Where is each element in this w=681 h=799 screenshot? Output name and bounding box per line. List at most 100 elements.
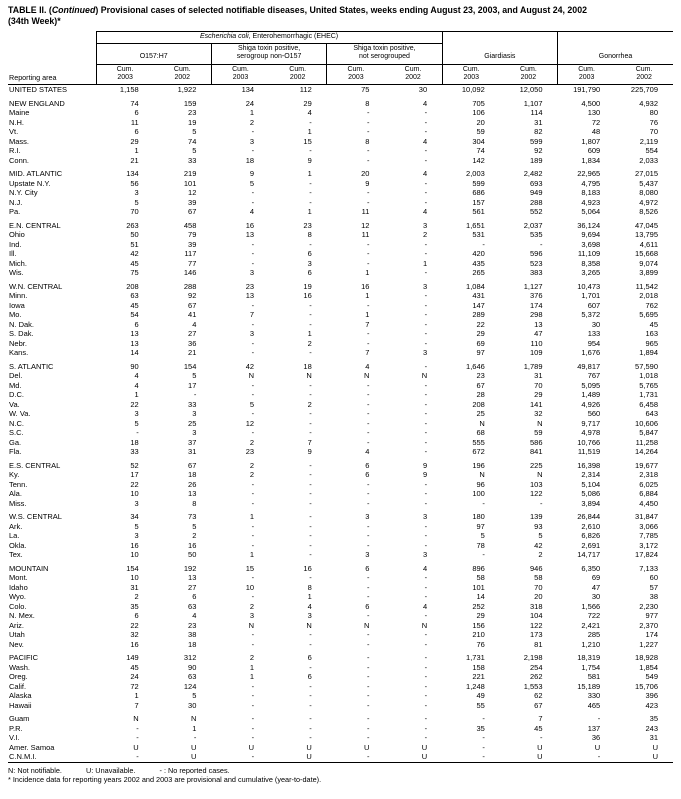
value-cell: - [424,662,428,672]
value-cell: 7 [538,714,543,724]
value-cell: 6,826 [581,531,601,541]
value-cell: - [366,714,370,724]
value-cell: 1 [365,291,370,301]
value-cell: 157 [472,197,485,207]
value-cell: 208 [472,399,485,409]
reporting-area-cell: N.C. [9,418,24,428]
title-text: TABLE II. ( [8,5,52,15]
value-cell: 12,050 [519,85,543,95]
reporting-area-cell: W.N. CENTRAL [9,281,63,291]
value-cell: 1,807 [581,136,601,146]
table-row: Del. 4 5 N N N N 23 31 767 1,018 [8,371,673,381]
value-cell: 9,694 [581,230,601,240]
reporting-area-cell: Amer. Samoa [9,742,55,752]
value-cell: 208 [126,281,139,291]
reporting-area-cell: Guam [9,714,30,724]
value-cell: 174 [530,300,543,310]
value-cell: 7 [365,348,370,358]
value-cell: 1 [134,390,139,400]
value-cell: 189 [530,155,543,165]
table-row: S.C. - 3 - - - - 68 59 4,978 5,847 [8,428,673,438]
footnote-incidence: * Incidence data for reporting years 200… [8,775,322,785]
reporting-area-cell: Calif. [9,681,27,691]
value-cell: - [251,681,255,691]
value-cell: 3,172 [639,540,658,550]
table-row: Ohio 50 79 13 8 11 2 531 535 9,694 13,795 [8,230,673,240]
value-cell: 1,489 [581,390,601,400]
value-cell: 10,473 [577,281,601,291]
value-cell: - [366,531,370,541]
table-row: S. ATLANTIC 90 154 42 18 4 - 1,646 1,789 49,817 57… [8,358,673,372]
reporting-area-cell: Utah [9,630,25,640]
value-cell: 8 [307,230,312,240]
value-cell: 1 [249,672,255,682]
value-cell: 12 [245,418,255,428]
value-cell: 11 [130,117,139,127]
table-row: Conn. 21 33 18 9- -142 189 1,834 2,033 [8,156,673,166]
value-cell: 26 [188,479,197,489]
value-cell: 97 [476,521,485,531]
value-cell: - [424,127,428,137]
value-cell: 965 [645,338,658,348]
value-cell: - [309,512,312,522]
value-cell: 45 [130,300,139,310]
value-cell: 3,265 [581,268,601,278]
value-cell: 55 [476,700,485,710]
value-cell: - [424,178,428,188]
value-cell: 8 [365,136,370,146]
value-cell: 4 [307,108,312,118]
value-cell: 435 [472,258,485,268]
value-cell: 124 [183,681,197,691]
value-cell: - [193,733,197,743]
value-cell: 13,795 [635,230,658,240]
value-cell: 16 [303,563,312,573]
table-row: Nebr. 13 36 - 2 - - 69 110 954 965 [8,339,673,349]
reporting-area-cell: Ga. [9,437,22,447]
reporting-area-cell: V.I. [9,733,20,743]
reporting-area-cell: Kans. [9,348,29,358]
value-cell: 35 [476,723,485,733]
value-cell: 7 [134,700,139,710]
value-cell: 103 [530,479,543,489]
value-cell: 47 [591,582,601,592]
value-cell: 1,553 [523,681,543,691]
value-cell: - [193,390,197,400]
value-cell: - [136,428,139,438]
value-cell: 6 [134,319,139,329]
value-cell: 63 [130,291,139,301]
reporting-area-cell: NEW ENGLAND [9,98,65,108]
value-cell: 5 [480,531,485,541]
value-cell: - [251,258,255,268]
table-row: Mich. 45 77 - 3 - 1 435 523 8,358 9,074 [8,259,673,269]
value-cell: 77 [188,258,197,268]
value-cell: - [309,498,312,508]
value-cell: 7,785 [639,531,658,541]
value-cell: 946 [530,563,543,573]
value-cell: 70 [534,582,543,592]
value-cell: 63 [188,601,197,611]
table-row: Ariz. 22 23 N N N N 156 122 2,421 2,370 [8,621,673,631]
value-cell: 48 [591,127,601,137]
value-cell: 36 [188,338,197,348]
shiga-not-serogrouped-header: Shiga toxin positive, not serogrouped [326,43,443,65]
value-cell: 1,227 [639,639,658,649]
value-cell: 396 [645,691,658,701]
value-cell: 2,370 [639,620,658,630]
value-cell: 47,045 [635,220,658,230]
value-cell: U [364,742,370,752]
value-cell: 5,437 [639,178,658,188]
value-cell: - [251,630,255,640]
value-cell: 22 [130,620,139,630]
value-cell: - [366,611,370,621]
value-cell: 2,003 [466,169,485,179]
value-cell: 312 [183,653,197,663]
value-cell: 5 [249,178,255,188]
value-cell: 23 [188,620,197,630]
value-cell: 72 [591,117,601,127]
value-cell: - [309,550,312,560]
value-cell: - [251,498,255,508]
value-cell: 69 [591,573,601,583]
value-cell: 67 [188,460,197,470]
value-cell: - [424,418,428,428]
value-cell: - [366,155,370,165]
